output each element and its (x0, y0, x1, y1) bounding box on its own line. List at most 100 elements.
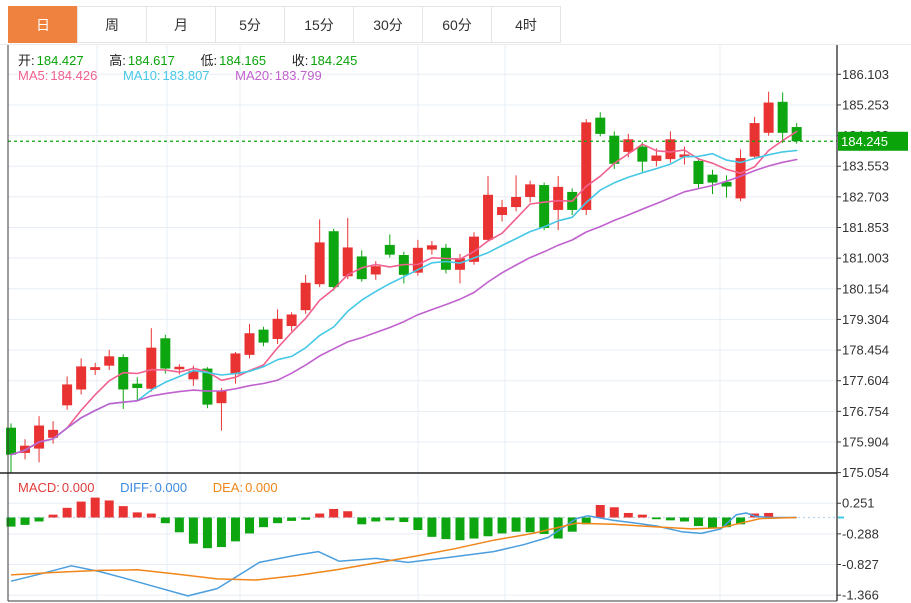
low-label: 低: (200, 53, 218, 68)
macd-bar-negative (525, 517, 535, 533)
dea-line (10, 516, 797, 581)
price-tick-label: 177.604 (842, 373, 889, 388)
tab-60分[interactable]: 60分 (422, 6, 492, 43)
macd-bar-negative (371, 517, 381, 522)
macd-bar-negative (679, 517, 689, 522)
macd-bar-positive (595, 504, 605, 518)
candle-down (539, 185, 550, 228)
candle-up (188, 370, 199, 380)
ma5-label: MA5: (18, 68, 49, 83)
ma5-line (10, 130, 798, 456)
candle-up (679, 154, 690, 158)
candle-down (6, 427, 16, 455)
macd-bar-negative (455, 517, 465, 541)
candle-up (553, 186, 564, 210)
tab-日[interactable]: 日 (8, 6, 78, 43)
candle-up (749, 123, 760, 157)
macd-bar-negative (273, 517, 283, 524)
candle-up (735, 158, 746, 199)
price-tick-label: 179.304 (842, 312, 889, 327)
macd-bar-negative (34, 517, 44, 522)
tabbar-divider (0, 44, 911, 45)
candle-up (48, 429, 59, 438)
candle-up (412, 247, 423, 273)
macd-bar-negative (511, 517, 521, 532)
candle-up (454, 258, 465, 270)
macd-bar-negative (216, 517, 226, 548)
macd-bar-negative (160, 517, 170, 524)
ma-legend: MA5: 184.426 MA10: 183.807 MA20: 183.799 (18, 68, 324, 83)
macd-bar-positive (118, 506, 128, 518)
macd-bar-negative (174, 517, 184, 533)
candle-up (174, 366, 185, 370)
macd-bar-positive (104, 500, 114, 518)
macd-tick-label: -1.366 (842, 588, 879, 603)
current-price-badge (838, 131, 908, 151)
tab-5分[interactable]: 5分 (215, 6, 285, 43)
tab-4时[interactable]: 4时 (491, 6, 561, 43)
open-label: 开: (18, 53, 35, 68)
macd-bar-negative (581, 517, 591, 525)
price-tick-label: 186.103 (842, 67, 889, 82)
macd-bar-negative (301, 517, 311, 520)
candle-up (216, 390, 227, 404)
candle-up (581, 122, 592, 210)
macd-bar-positive (329, 508, 339, 518)
macd-bar-positive (90, 497, 100, 518)
macd-value: 0.000 (61, 480, 95, 495)
ma5-value: 184.426 (50, 68, 98, 83)
candle-down (609, 135, 620, 164)
macd-bar-positive (623, 512, 633, 518)
candle-down (777, 101, 788, 133)
tab-30分[interactable]: 30分 (353, 6, 423, 43)
macd-bar-positive (146, 513, 156, 518)
macd-bar-negative (357, 517, 367, 525)
tab-15分[interactable]: 15分 (284, 6, 354, 43)
close-label: 收: (291, 53, 309, 68)
macd-bar-negative (651, 517, 661, 520)
macd-bar-positive (62, 507, 72, 518)
diff-line (10, 512, 797, 597)
macd-bar-negative (259, 517, 269, 528)
macd-bar-positive (132, 512, 142, 518)
price-tick-label: 175.904 (842, 434, 889, 449)
candle-up (286, 314, 297, 327)
macd-bar-negative (6, 517, 16, 527)
price-tick-label: 175.054 (842, 465, 889, 480)
macd-bar-negative (722, 517, 732, 528)
candle-up (300, 282, 311, 311)
candle-down (791, 127, 802, 142)
candle-down (202, 368, 213, 405)
macd-bar-positive (343, 511, 353, 518)
dea-value: 0.000 (245, 480, 278, 495)
price-tick-label: 185.253 (842, 97, 889, 112)
candle-down (693, 160, 704, 184)
candle-up (342, 247, 353, 277)
candle-down (707, 174, 718, 183)
macd-bar-negative (665, 517, 675, 521)
macd-legend: MACD: 0.000 DIFF: 0.000 DEA: 0.000 (18, 480, 280, 495)
diff-value: 0.000 (154, 480, 188, 495)
macd-bar-positive (764, 512, 774, 518)
candle-down (384, 244, 395, 255)
tab-周[interactable]: 周 (77, 6, 147, 43)
tab-月[interactable]: 月 (146, 6, 216, 43)
candle-up (62, 384, 73, 406)
macd-bar-negative (202, 517, 212, 549)
candle-up (623, 139, 634, 152)
candle-down (132, 383, 143, 389)
candle-up (525, 184, 536, 197)
candle-up (230, 353, 241, 375)
candle-up (76, 366, 87, 390)
candle-up (244, 333, 255, 355)
price-tick-label: 176.754 (842, 404, 889, 419)
close-value: 184.245 (310, 53, 358, 68)
price-tick-label: 181.853 (842, 220, 889, 235)
candle-down (595, 117, 606, 134)
high-value: 184.617 (127, 53, 175, 68)
macd-bar-negative (399, 517, 409, 523)
macd-bar-negative (469, 517, 479, 539)
macd-bar-positive (609, 507, 619, 518)
